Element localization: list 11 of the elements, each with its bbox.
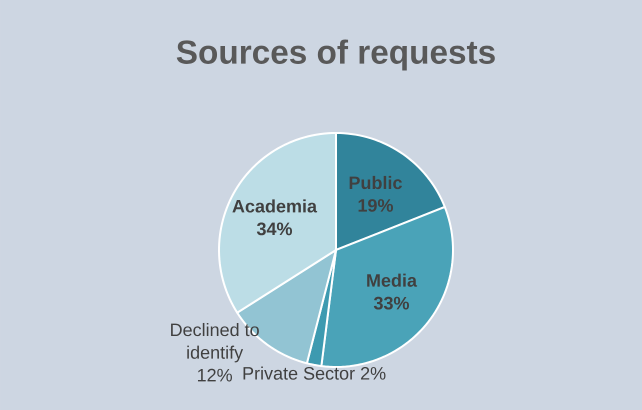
slice-label: Academia — [232, 199, 318, 213]
data-label: 12% — [198, 368, 232, 382]
slice-label: Declined to identify — [171, 322, 259, 362]
data-label: 19% — [358, 199, 393, 212]
chart-title: Sources of requests — [176, 39, 495, 71]
slice-label: Public — [350, 176, 402, 190]
slice-label: Media — [367, 274, 418, 287]
data-label: 34% — [256, 222, 292, 236]
slice-label: Private Sector — [244, 366, 355, 380]
data-label: 33% — [374, 296, 410, 310]
data-label: 2% — [360, 366, 386, 380]
